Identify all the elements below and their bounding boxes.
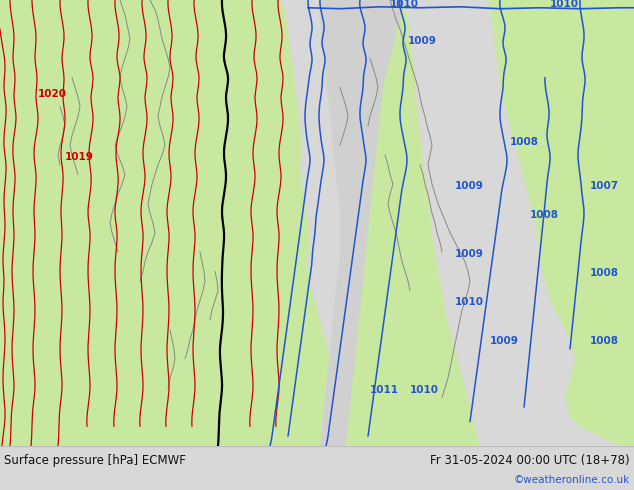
Text: 1010: 1010 (390, 0, 419, 9)
Text: 1008: 1008 (530, 210, 559, 220)
Text: 1009: 1009 (490, 336, 519, 346)
Text: 1019: 1019 (65, 152, 94, 162)
Text: ©weatheronline.co.uk: ©weatheronline.co.uk (514, 475, 630, 485)
Text: 1008: 1008 (510, 137, 539, 147)
Text: 1007: 1007 (590, 181, 619, 191)
Text: 1009: 1009 (455, 181, 484, 191)
Text: 1008: 1008 (590, 268, 619, 278)
Text: 1020: 1020 (38, 89, 67, 99)
Text: 1009: 1009 (455, 249, 484, 259)
Text: 1008: 1008 (590, 336, 619, 346)
Polygon shape (326, 0, 480, 446)
Text: 1010: 1010 (550, 0, 579, 9)
Text: 1009: 1009 (408, 36, 437, 46)
Text: 1010: 1010 (410, 385, 439, 394)
Polygon shape (0, 0, 335, 446)
Polygon shape (420, 0, 634, 446)
Text: 1010: 1010 (455, 297, 484, 307)
Text: 1011: 1011 (370, 385, 399, 394)
Text: Surface pressure [hPa] ECMWF: Surface pressure [hPa] ECMWF (4, 454, 186, 467)
Text: Fr 31-05-2024 00:00 UTC (18+78): Fr 31-05-2024 00:00 UTC (18+78) (430, 454, 630, 467)
Polygon shape (280, 0, 405, 446)
